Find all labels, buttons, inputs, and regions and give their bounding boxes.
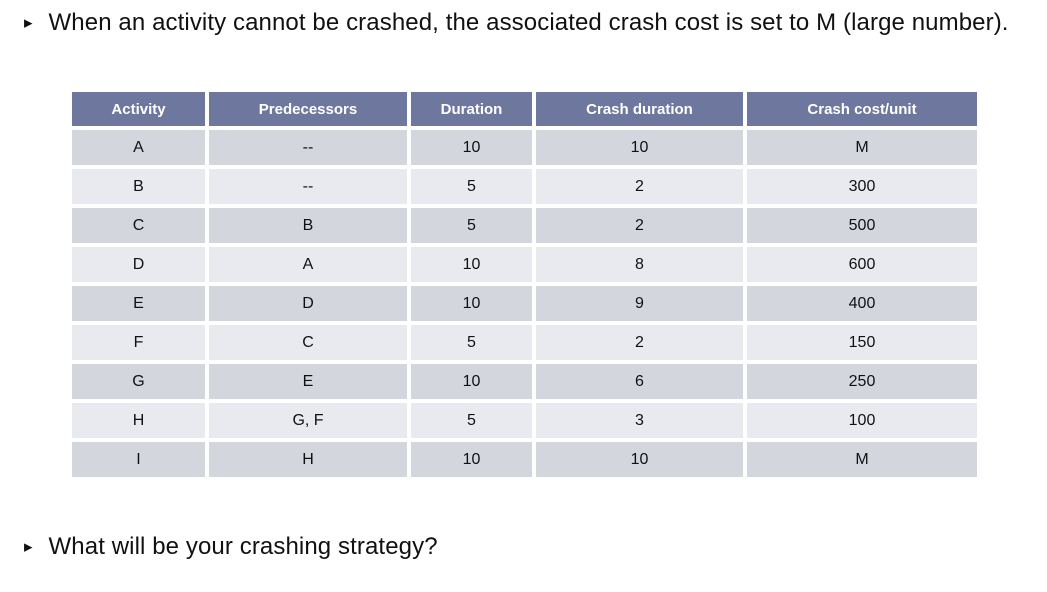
table-header-cell-activity: Activity (72, 92, 205, 126)
table-cell-row-E-col-crash-duration: 9 (536, 286, 743, 321)
table-cell-row-A-col-activity: A (72, 130, 205, 165)
table-header-cell-crash-duration: Crash duration (536, 92, 743, 126)
bullet-point-crash-cost: ▸ When an activity cannot be crashed, th… (24, 4, 1024, 42)
table-cell-row-C-col-activity: C (72, 208, 205, 243)
table-cell-row-F-col-duration: 5 (411, 325, 532, 360)
table-cell-row-C-col-crash-duration: 2 (536, 208, 743, 243)
table-cell-row-F-col-predecessors: C (209, 325, 407, 360)
table-cell-row-A-col-crash-duration: 10 (536, 130, 743, 165)
table-header-cell-predecessors: Predecessors (209, 92, 407, 126)
table-cell-row-I-col-crash-cost-unit: M (747, 442, 977, 477)
table-cell-row-G-col-crash-duration: 6 (536, 364, 743, 399)
table-cell-row-H-col-crash-cost-unit: 100 (747, 403, 977, 438)
table-cell-row-G-col-duration: 10 (411, 364, 532, 399)
table-cell-row-A-col-duration: 10 (411, 130, 532, 165)
bullet-text-crashing-strategy: What will be your crashing strategy? (48, 533, 438, 560)
table-cell-row-D-col-crash-duration: 8 (536, 247, 743, 282)
table-cell-row-C-col-duration: 5 (411, 208, 532, 243)
table-cell-row-H-col-crash-duration: 3 (536, 403, 743, 438)
table-cell-row-A-col-crash-cost-unit: M (747, 130, 977, 165)
table-cell-row-C-col-crash-cost-unit: 500 (747, 208, 977, 243)
table-cell-row-I-col-activity: I (72, 442, 205, 477)
table-cell-row-H-col-duration: 5 (411, 403, 532, 438)
table-cell-row-I-col-duration: 10 (411, 442, 532, 477)
table-cell-row-D-col-activity: D (72, 247, 205, 282)
activity-table: Activity Predecessors Duration Crash durati… (72, 92, 977, 477)
table-cell-row-D-col-duration: 10 (411, 247, 532, 282)
table-cell-row-C-col-predecessors: B (209, 208, 407, 243)
table-header-cell-crash-cost-unit: Crash cost/unit (747, 92, 977, 126)
table-cell-row-D-col-predecessors: A (209, 247, 407, 282)
table-cell-row-E-col-crash-cost-unit: 400 (747, 286, 977, 321)
table-cell-row-G-col-predecessors: E (209, 364, 407, 399)
bullet-point-crashing-strategy: ▸ What will be your crashing strategy? (24, 528, 1024, 566)
table-cell-row-B-col-duration: 5 (411, 169, 532, 204)
table-cell-row-G-col-crash-cost-unit: 250 (747, 364, 977, 399)
table-cell-row-E-col-activity: E (72, 286, 205, 321)
table-cell-row-H-col-predecessors: G, F (209, 403, 407, 438)
table-cell-row-E-col-duration: 10 (411, 286, 532, 321)
table-cell-row-B-col-predecessors: -- (209, 169, 407, 204)
triangle-bullet-icon: ▸ (24, 537, 33, 556)
table-cell-row-D-col-crash-cost-unit: 600 (747, 247, 977, 282)
table-cell-row-E-col-predecessors: D (209, 286, 407, 321)
table-header-cell-duration: Duration (411, 92, 532, 126)
table-cell-row-B-col-activity: B (72, 169, 205, 204)
table-cell-row-I-col-predecessors: H (209, 442, 407, 477)
table-cell-row-F-col-crash-duration: 2 (536, 325, 743, 360)
table-cell-row-F-col-crash-cost-unit: 150 (747, 325, 977, 360)
table-cell-row-F-col-activity: F (72, 325, 205, 360)
table-cell-row-B-col-crash-cost-unit: 300 (747, 169, 977, 204)
table-cell-row-H-col-activity: H (72, 403, 205, 438)
bullet-text-crash-cost: When an activity cannot be crashed, the … (48, 9, 1009, 36)
table-cell-row-B-col-crash-duration: 2 (536, 169, 743, 204)
table-cell-row-G-col-activity: G (72, 364, 205, 399)
table-cell-row-A-col-predecessors: -- (209, 130, 407, 165)
table-cell-row-I-col-crash-duration: 10 (536, 442, 743, 477)
triangle-bullet-icon: ▸ (24, 13, 33, 32)
